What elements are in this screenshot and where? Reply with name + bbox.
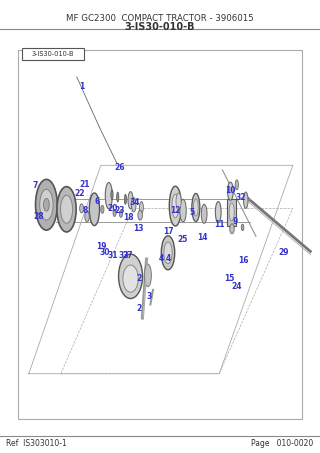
Bar [22, 48, 84, 60]
Ellipse shape [235, 180, 238, 190]
Text: 12: 12 [170, 206, 180, 215]
Text: 34: 34 [130, 198, 140, 207]
Text: 5: 5 [189, 208, 195, 217]
Ellipse shape [119, 210, 123, 217]
Ellipse shape [111, 190, 113, 200]
Ellipse shape [138, 210, 142, 220]
Text: 7: 7 [33, 181, 38, 190]
Ellipse shape [180, 199, 186, 222]
Text: 24: 24 [232, 282, 242, 291]
Ellipse shape [140, 202, 143, 213]
Text: 29: 29 [278, 248, 288, 257]
Text: 4: 4 [159, 254, 164, 263]
Text: 3: 3 [146, 292, 151, 301]
Ellipse shape [57, 187, 76, 232]
Ellipse shape [215, 202, 221, 222]
Text: 28: 28 [34, 212, 44, 221]
Text: 30: 30 [100, 248, 110, 257]
Text: 27: 27 [123, 251, 133, 260]
Text: 26: 26 [115, 163, 125, 172]
Ellipse shape [113, 209, 116, 217]
Ellipse shape [241, 224, 244, 231]
Text: 31: 31 [108, 251, 118, 260]
Text: 20: 20 [108, 204, 118, 213]
Text: Ref  IS303010-1: Ref IS303010-1 [6, 439, 67, 448]
Ellipse shape [144, 264, 151, 287]
Text: 10: 10 [225, 186, 236, 195]
Text: 11: 11 [214, 220, 224, 229]
Text: MF GC2300  COMPACT TRACTOR - 3906015: MF GC2300 COMPACT TRACTOR - 3906015 [66, 14, 254, 24]
Ellipse shape [161, 236, 175, 270]
Ellipse shape [119, 254, 143, 299]
Text: 32: 32 [236, 193, 246, 202]
Text: 15: 15 [225, 274, 235, 283]
Ellipse shape [105, 183, 112, 209]
Ellipse shape [123, 265, 138, 292]
Ellipse shape [132, 198, 136, 212]
Text: 3-IS30-010-B: 3-IS30-010-B [125, 22, 195, 32]
Text: 13: 13 [133, 224, 143, 233]
Ellipse shape [44, 198, 49, 211]
Ellipse shape [229, 203, 234, 221]
Ellipse shape [192, 193, 200, 222]
Text: 9: 9 [233, 217, 238, 226]
Ellipse shape [176, 193, 181, 210]
Text: 3-IS30-010-B: 3-IS30-010-B [32, 51, 74, 57]
Ellipse shape [85, 211, 89, 222]
Ellipse shape [60, 195, 73, 223]
Text: Page   010-0020: Page 010-0020 [251, 439, 314, 448]
Ellipse shape [116, 192, 119, 202]
Ellipse shape [193, 199, 198, 216]
Text: 2: 2 [137, 304, 142, 313]
Text: 18: 18 [124, 213, 134, 222]
Text: 22: 22 [74, 189, 84, 198]
Text: 23: 23 [115, 206, 125, 215]
Text: 16: 16 [239, 256, 249, 265]
Ellipse shape [244, 192, 248, 208]
Ellipse shape [36, 179, 57, 230]
Text: 8: 8 [82, 206, 87, 215]
Ellipse shape [101, 205, 104, 213]
FancyBboxPatch shape [227, 199, 236, 226]
Ellipse shape [172, 194, 179, 218]
Ellipse shape [124, 194, 127, 204]
Text: 19: 19 [97, 242, 107, 251]
Text: 21: 21 [80, 180, 90, 189]
Text: 17: 17 [164, 226, 174, 236]
Ellipse shape [89, 193, 100, 226]
Text: 6: 6 [95, 197, 100, 206]
Ellipse shape [228, 182, 233, 200]
Ellipse shape [40, 189, 53, 220]
Text: 33: 33 [119, 251, 129, 260]
Text: 25: 25 [178, 235, 188, 244]
Text: 4: 4 [165, 254, 171, 263]
Ellipse shape [128, 192, 133, 209]
Ellipse shape [201, 204, 207, 223]
Bar [18, 50, 302, 419]
Text: 2: 2 [137, 274, 142, 283]
Text: 1: 1 [79, 82, 84, 91]
Ellipse shape [230, 224, 234, 234]
Ellipse shape [80, 204, 84, 213]
Ellipse shape [169, 186, 181, 226]
Text: 14: 14 [197, 233, 207, 242]
Ellipse shape [164, 242, 172, 264]
